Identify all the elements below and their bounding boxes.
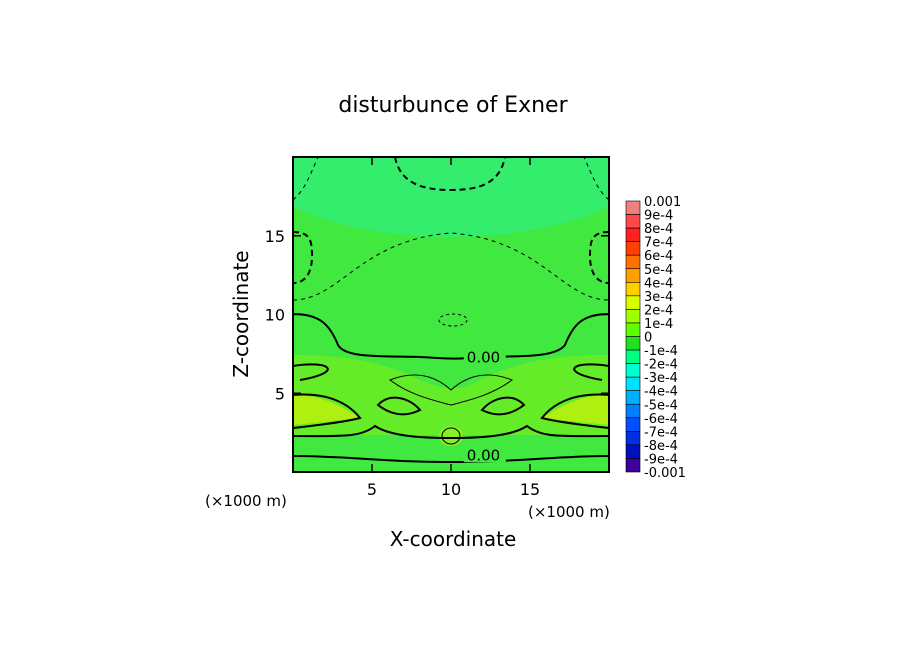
z-unit-label: (×1000 m) — [205, 492, 287, 510]
colorbar-swatch-7 — [625, 295, 641, 310]
x-tick-label-2: 15 — [520, 480, 540, 499]
colorbar-label-7: 3e-4 — [644, 290, 673, 305]
y-tick-label-2: 15 — [265, 227, 285, 246]
colorbar-swatch-8 — [625, 309, 641, 324]
colorbar-swatch-19 — [625, 458, 641, 473]
colorbar-swatch-0 — [625, 200, 641, 215]
colorbar-label-17: -7e-4 — [644, 425, 678, 440]
colorbar-label-19: -9e-4 — [644, 452, 678, 467]
colorbar-swatch-16 — [625, 417, 641, 432]
colorbar-swatch-10 — [625, 336, 641, 351]
colorbar-swatch-13 — [625, 376, 641, 391]
colorbar-swatch-11 — [625, 349, 641, 364]
y-tick-label-1: 10 — [265, 306, 285, 325]
x-unit-label: (×1000 m) — [528, 503, 610, 521]
contour-field — [293, 157, 609, 472]
colorbar-label-0: 0.001 — [644, 195, 681, 210]
colorbar-swatch-5 — [625, 268, 641, 283]
colorbar-label-20: -0.001 — [644, 466, 686, 481]
colorbar-label-5: 5e-4 — [644, 263, 673, 278]
colorbar-swatch-9 — [625, 322, 641, 337]
contour-label-bg-1 — [463, 446, 506, 463]
colorbar-label-9: 1e-4 — [644, 317, 673, 332]
colorbar-swatch-6 — [625, 281, 641, 297]
colorbar-label-6: 4e-4 — [644, 276, 673, 291]
colorbar-label-18: -8e-4 — [644, 439, 678, 454]
x-axis-label: X-coordinate — [390, 527, 517, 551]
colorbar-swatch-1 — [625, 214, 641, 229]
contour-label-0: 0.00 — [467, 349, 500, 367]
colorbar-swatch-15 — [625, 403, 641, 419]
axes: 5 10 15 5 10 15 — [265, 157, 609, 499]
colorbar-label-11: -1e-4 — [644, 344, 678, 359]
colorbar-label-2: 8e-4 — [644, 222, 673, 237]
x-tick-label-0: 5 — [367, 480, 377, 499]
colorbar-label-3: 7e-4 — [644, 236, 673, 251]
colorbar: 0.0019e-48e-47e-46e-45e-44e-43e-42e-41e-… — [625, 195, 686, 481]
contour-label-bg-0 — [463, 348, 506, 365]
colorbar-swatch-17 — [625, 431, 641, 446]
colorbar-label-15: -5e-4 — [644, 398, 678, 413]
colorbar-swatch-12 — [625, 363, 641, 378]
colorbar-swatch-3 — [625, 241, 641, 256]
colorbar-swatch-14 — [625, 390, 641, 405]
colorbar-swatch-4 — [625, 254, 641, 270]
contour-label-layer: 0.00 0.00 — [463, 348, 506, 464]
colorbar-label-4: 6e-4 — [644, 249, 673, 264]
x-tick-label-1: 10 — [441, 480, 461, 499]
chart-title: disturbunce of Exner — [338, 93, 568, 118]
colorbar-label-1: 9e-4 — [644, 209, 673, 224]
colorbar-swatch-18 — [625, 444, 641, 459]
colorbar-swatch-2 — [625, 227, 641, 242]
colorbar-label-14: -4e-4 — [644, 385, 678, 400]
colorbar-label-10: 0 — [644, 331, 652, 346]
contour-label-1: 0.00 — [467, 446, 500, 464]
colorbar-label-12: -2e-4 — [644, 358, 678, 373]
contour-lines — [293, 157, 609, 464]
y-axis-label: Z-coordinate — [229, 250, 253, 377]
colorbar-label-13: -3e-4 — [644, 371, 678, 386]
y-tick-label-0: 5 — [275, 384, 285, 403]
colorbar-label-16: -6e-4 — [644, 412, 678, 427]
colorbar-label-8: 2e-4 — [644, 303, 673, 318]
